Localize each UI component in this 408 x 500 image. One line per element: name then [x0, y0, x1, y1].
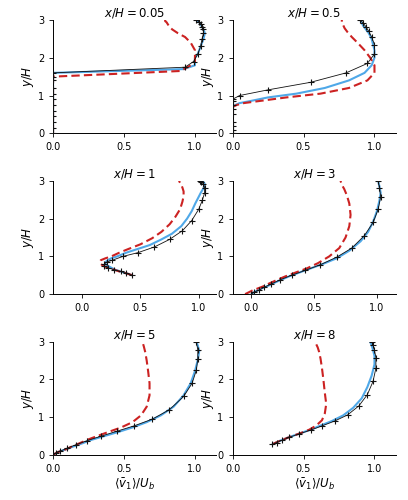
Title: $x/H = 0.05$: $x/H = 0.05$: [104, 6, 165, 20]
Title: $x/H = 1$: $x/H = 1$: [113, 167, 156, 181]
Y-axis label: $y/H$: $y/H$: [20, 388, 36, 409]
Title: $x/H = 0.5$: $x/H = 0.5$: [287, 6, 341, 20]
Y-axis label: $y/H$: $y/H$: [200, 227, 216, 248]
Title: $x/H = 5$: $x/H = 5$: [113, 328, 156, 342]
X-axis label: $\langle\bar{v}_1\rangle/U_b$: $\langle\bar{v}_1\rangle/U_b$: [293, 477, 335, 492]
Title: $x/H = 3$: $x/H = 3$: [293, 167, 335, 181]
Title: $x/H = 8$: $x/H = 8$: [293, 328, 336, 342]
Y-axis label: $y/H$: $y/H$: [200, 388, 216, 409]
Y-axis label: $y/H$: $y/H$: [20, 66, 36, 88]
Y-axis label: $y/H$: $y/H$: [20, 227, 36, 248]
Y-axis label: $y/H$: $y/H$: [200, 66, 216, 88]
X-axis label: $\langle\bar{v}_1\rangle/U_b$: $\langle\bar{v}_1\rangle/U_b$: [114, 477, 155, 492]
